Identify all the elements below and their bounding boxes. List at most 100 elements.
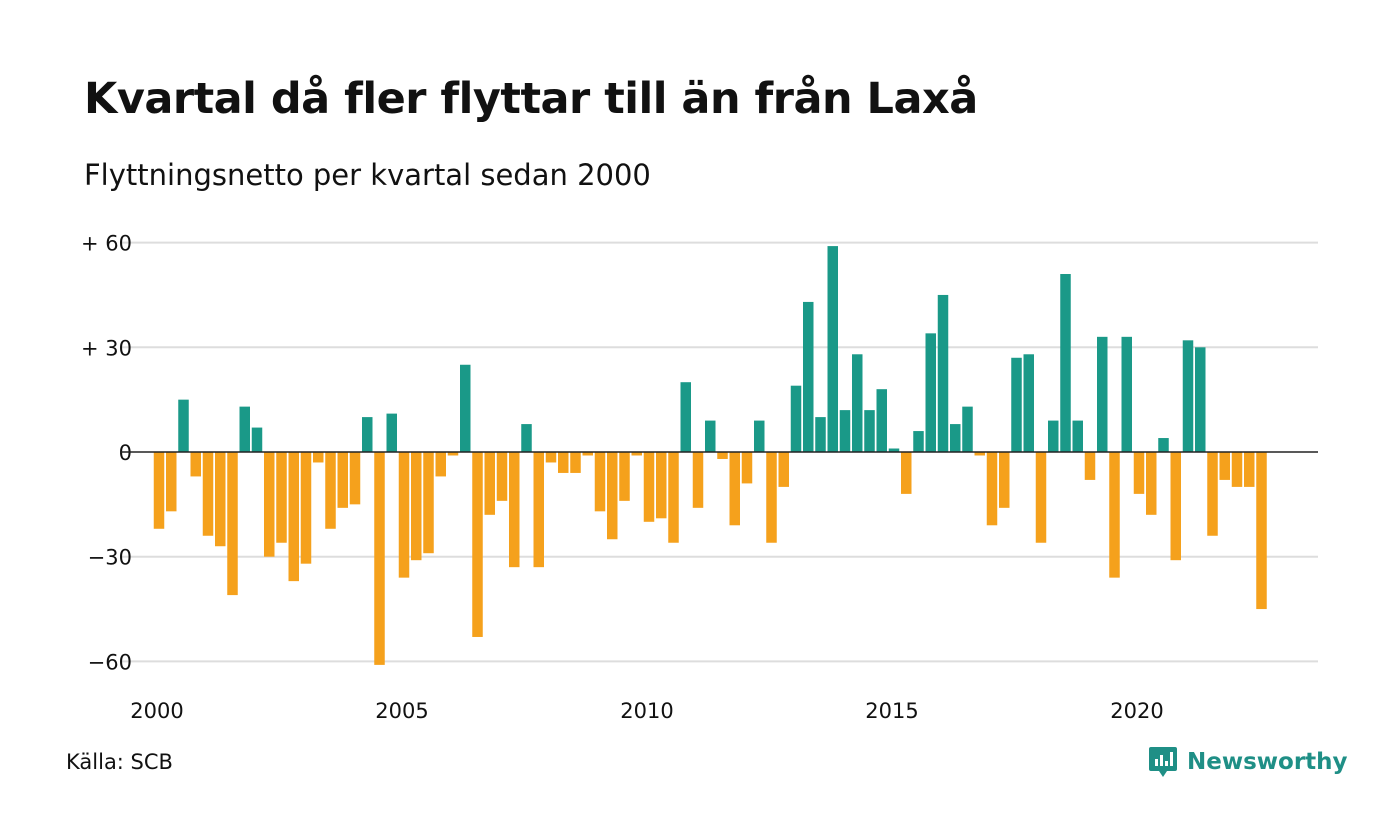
bar bbox=[484, 452, 495, 515]
bar bbox=[349, 452, 361, 505]
bar bbox=[729, 452, 740, 526]
bar bbox=[607, 452, 618, 540]
bar bbox=[472, 452, 483, 637]
brand-logo[interactable]: Newsworthy bbox=[1148, 744, 1348, 780]
bar bbox=[276, 452, 287, 543]
bar bbox=[705, 420, 716, 452]
bar bbox=[619, 452, 630, 501]
bar bbox=[166, 452, 177, 512]
bar bbox=[913, 431, 924, 452]
bar bbox=[1072, 420, 1083, 452]
bar bbox=[374, 452, 385, 665]
bar bbox=[839, 410, 851, 452]
source-note: Källa: SCB bbox=[66, 750, 173, 774]
bar bbox=[1048, 420, 1059, 452]
bar bbox=[999, 452, 1010, 508]
bar bbox=[202, 452, 214, 536]
bar bbox=[656, 452, 667, 519]
bar bbox=[974, 452, 985, 456]
bar bbox=[937, 294, 949, 452]
bar bbox=[1244, 452, 1255, 487]
x-tick-label: 2005 bbox=[375, 699, 428, 723]
bar bbox=[962, 406, 973, 452]
bar bbox=[766, 452, 777, 543]
bar bbox=[337, 452, 348, 508]
bar bbox=[411, 452, 422, 561]
bar bbox=[300, 452, 312, 564]
bar bbox=[435, 452, 446, 477]
newsworthy-logo-icon bbox=[1149, 747, 1177, 777]
chart-subtitle: Flyttningsnetto per kvartal sedan 2000 bbox=[84, 158, 651, 192]
bar bbox=[570, 452, 581, 473]
bar bbox=[1170, 452, 1181, 561]
x-tick-label: 2020 bbox=[1110, 699, 1163, 723]
bar bbox=[668, 452, 679, 543]
bar bbox=[1195, 347, 1206, 452]
bar bbox=[1121, 336, 1132, 452]
bar bbox=[643, 452, 655, 522]
y-tick-label: 0 bbox=[119, 441, 132, 465]
bar bbox=[386, 413, 397, 452]
bar bbox=[594, 452, 606, 512]
bar bbox=[754, 420, 765, 452]
bar bbox=[288, 452, 299, 582]
bar bbox=[901, 452, 912, 494]
bar bbox=[227, 452, 238, 596]
bar bbox=[864, 410, 875, 452]
bar bbox=[1109, 452, 1120, 578]
bar bbox=[986, 452, 998, 526]
bar bbox=[215, 452, 226, 547]
bar bbox=[153, 452, 165, 529]
bar bbox=[178, 399, 189, 452]
bar bbox=[447, 452, 459, 456]
bar bbox=[790, 385, 802, 452]
bar bbox=[827, 246, 838, 452]
bar bbox=[1256, 452, 1267, 610]
bar bbox=[1084, 452, 1096, 480]
bars bbox=[153, 246, 1267, 665]
bar bbox=[533, 452, 544, 568]
bar bbox=[950, 424, 961, 452]
bar bbox=[778, 452, 789, 487]
bar bbox=[1035, 452, 1047, 543]
bar bbox=[1231, 452, 1243, 487]
bar bbox=[545, 452, 557, 463]
y-tick-label: −30 bbox=[88, 546, 132, 570]
bar bbox=[717, 452, 728, 459]
bar bbox=[509, 452, 520, 568]
bar bbox=[1219, 452, 1230, 480]
axes: + 60 + 30 0 −30 −60 2000 2005 2010 2015 2020 bbox=[81, 232, 1318, 723]
bar bbox=[741, 452, 753, 484]
bar bbox=[1097, 336, 1108, 452]
bar bbox=[1182, 340, 1194, 452]
bar bbox=[325, 452, 336, 529]
y-tick-label: + 60 bbox=[81, 232, 132, 256]
bar bbox=[1133, 452, 1145, 494]
bar bbox=[680, 382, 691, 452]
bar bbox=[558, 452, 569, 473]
bar bbox=[460, 364, 471, 452]
bar bbox=[1158, 438, 1169, 452]
bar bbox=[1146, 452, 1157, 515]
bar bbox=[190, 452, 201, 477]
bar bbox=[803, 301, 814, 452]
bar bbox=[398, 452, 410, 578]
bar bbox=[925, 333, 936, 452]
brand-name: Newsworthy bbox=[1187, 749, 1348, 775]
bar bbox=[1060, 274, 1071, 452]
x-tick-label: 2000 bbox=[130, 699, 183, 723]
bar bbox=[251, 427, 263, 452]
bar bbox=[264, 452, 275, 557]
bar bbox=[888, 448, 900, 452]
y-tick-label: + 30 bbox=[81, 336, 132, 360]
bar bbox=[1023, 354, 1034, 452]
bar bbox=[239, 406, 250, 452]
bar bbox=[582, 452, 593, 456]
bar bbox=[362, 417, 373, 452]
bar bbox=[692, 452, 704, 508]
bar bbox=[876, 389, 887, 452]
bar bbox=[423, 452, 434, 554]
x-tick-label: 2010 bbox=[620, 699, 673, 723]
chart-title: Kvartal då fler flyttar till än från Lax… bbox=[84, 74, 978, 124]
